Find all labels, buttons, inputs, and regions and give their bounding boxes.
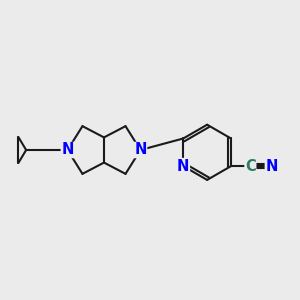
Text: N: N	[177, 159, 189, 174]
Text: N: N	[61, 142, 74, 158]
Text: C: C	[245, 159, 256, 174]
Text: N: N	[265, 159, 278, 174]
Text: N: N	[134, 142, 147, 158]
